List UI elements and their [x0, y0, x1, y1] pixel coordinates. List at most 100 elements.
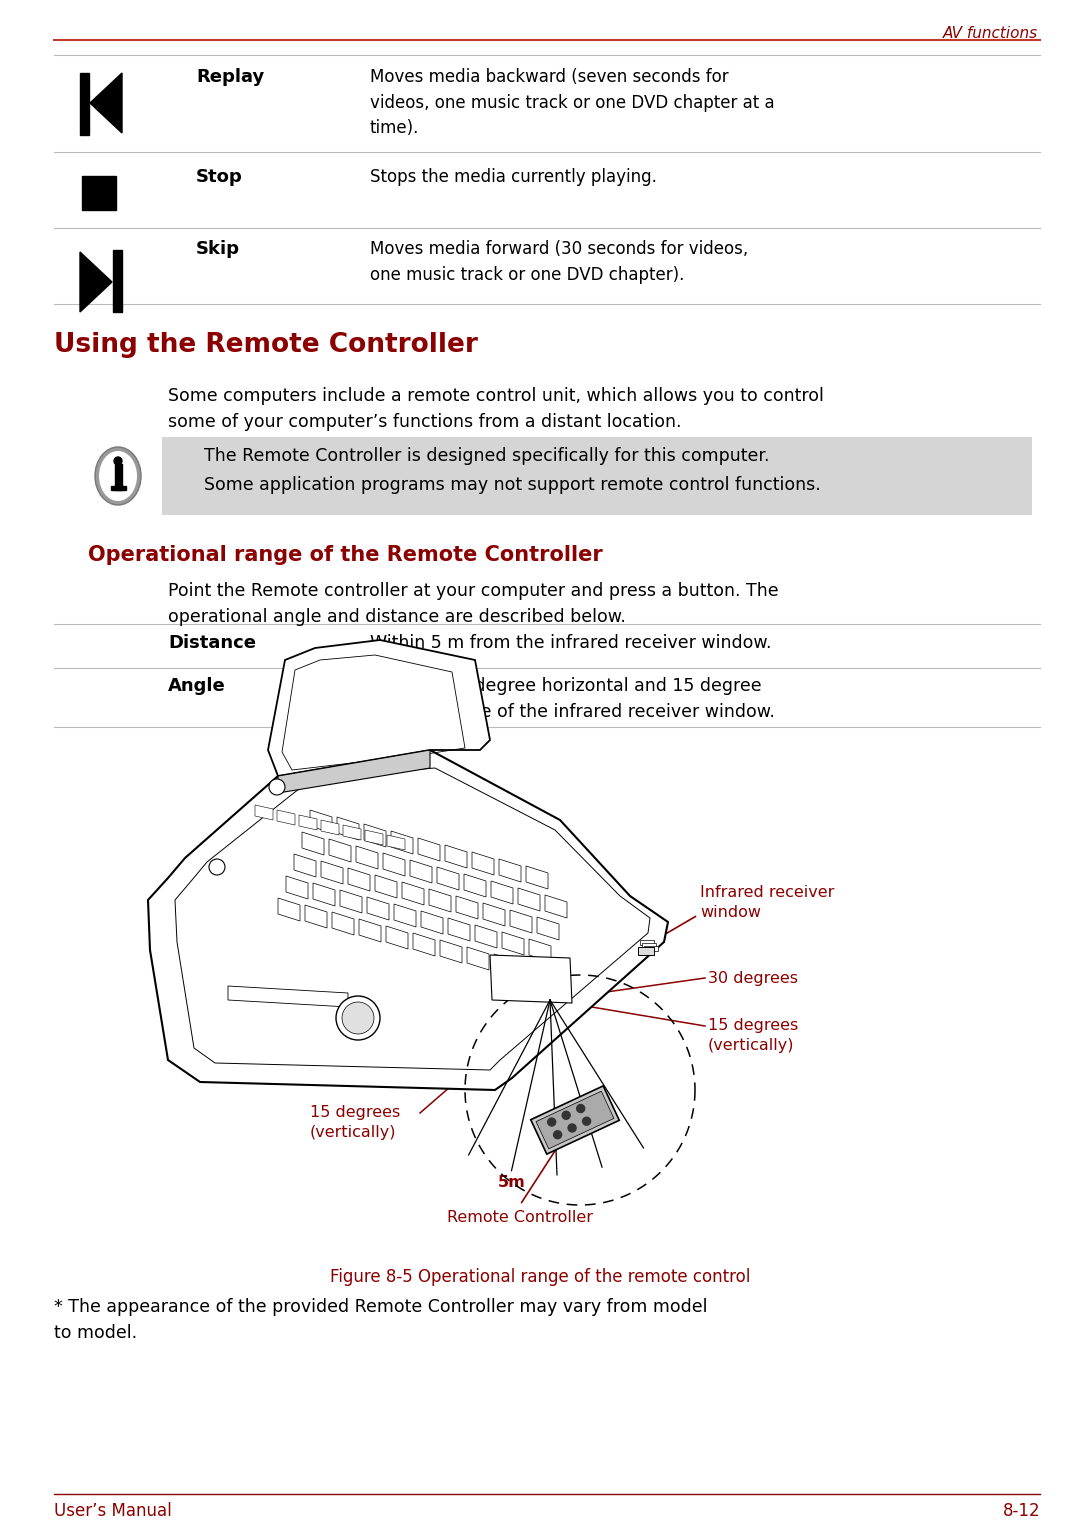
- Polygon shape: [268, 639, 490, 777]
- Polygon shape: [429, 890, 451, 913]
- Circle shape: [114, 456, 122, 465]
- Polygon shape: [530, 1087, 619, 1154]
- Polygon shape: [255, 806, 273, 819]
- Polygon shape: [80, 252, 112, 311]
- Text: 30 degrees: 30 degrees: [330, 1062, 420, 1077]
- Circle shape: [210, 859, 225, 874]
- Text: 5m: 5m: [498, 1175, 526, 1190]
- Polygon shape: [491, 881, 513, 903]
- Circle shape: [577, 1105, 584, 1112]
- Polygon shape: [529, 938, 551, 961]
- Polygon shape: [329, 839, 351, 862]
- Circle shape: [554, 1131, 562, 1138]
- Text: Angle: Angle: [168, 678, 226, 694]
- Bar: [642, 943, 656, 948]
- Text: Stop: Stop: [195, 168, 243, 186]
- Polygon shape: [475, 925, 497, 948]
- Polygon shape: [536, 1091, 613, 1149]
- Bar: [82, 175, 116, 211]
- Polygon shape: [387, 835, 405, 850]
- Bar: [111, 485, 126, 490]
- Polygon shape: [483, 903, 505, 926]
- Polygon shape: [286, 876, 308, 899]
- Text: 30 degrees: 30 degrees: [708, 971, 798, 986]
- Circle shape: [342, 1003, 374, 1035]
- Text: Within 5 m from the infrared receiver window.: Within 5 m from the infrared receiver wi…: [370, 633, 771, 652]
- Polygon shape: [348, 868, 370, 891]
- Text: 15 degrees
(vertically): 15 degrees (vertically): [708, 1018, 798, 1053]
- Polygon shape: [375, 874, 397, 897]
- Polygon shape: [299, 815, 318, 830]
- Polygon shape: [276, 810, 295, 826]
- Polygon shape: [365, 830, 383, 845]
- Circle shape: [336, 996, 380, 1041]
- Polygon shape: [332, 913, 354, 935]
- Polygon shape: [278, 897, 300, 922]
- Text: 15 degrees
(vertically): 15 degrees (vertically): [310, 1105, 401, 1140]
- Bar: [162, 436, 1032, 514]
- Ellipse shape: [99, 452, 137, 501]
- Polygon shape: [510, 909, 532, 932]
- Polygon shape: [494, 954, 516, 977]
- Polygon shape: [448, 919, 470, 942]
- Text: Distance: Distance: [168, 633, 256, 652]
- Text: Figure 8-5 Operational range of the remote control: Figure 8-5 Operational range of the remo…: [329, 1268, 751, 1286]
- Bar: [640, 940, 654, 945]
- Text: Replay: Replay: [195, 69, 265, 85]
- Polygon shape: [321, 861, 343, 884]
- Polygon shape: [445, 845, 467, 868]
- Polygon shape: [302, 832, 324, 855]
- Polygon shape: [364, 824, 386, 847]
- Bar: [644, 946, 658, 951]
- Polygon shape: [440, 940, 462, 963]
- Polygon shape: [383, 853, 405, 876]
- Polygon shape: [394, 903, 416, 926]
- Polygon shape: [537, 917, 559, 940]
- Text: Within a 30 degree horizontal and 15 degree
vertical range of the infrared recei: Within a 30 degree horizontal and 15 deg…: [370, 678, 774, 722]
- Text: User’s Manual: User’s Manual: [54, 1502, 172, 1520]
- Circle shape: [582, 1117, 591, 1125]
- Polygon shape: [456, 896, 478, 919]
- Circle shape: [548, 1119, 556, 1126]
- Text: Remote Controller: Remote Controller: [447, 1210, 593, 1225]
- Polygon shape: [464, 874, 486, 897]
- Polygon shape: [518, 888, 540, 911]
- Polygon shape: [305, 905, 327, 928]
- Polygon shape: [228, 986, 348, 1007]
- Polygon shape: [545, 896, 567, 919]
- Polygon shape: [467, 948, 489, 971]
- Circle shape: [568, 1125, 576, 1132]
- Text: The Remote Controller is designed specifically for this computer.
Some applicati: The Remote Controller is designed specif…: [204, 447, 821, 493]
- Polygon shape: [294, 855, 316, 877]
- Text: Moves media backward (seven seconds for
videos, one music track or one DVD chapt: Moves media backward (seven seconds for …: [370, 69, 774, 137]
- Text: Skip: Skip: [195, 240, 240, 258]
- Text: * The appearance of the provided Remote Controller may vary from model
to model.: * The appearance of the provided Remote …: [54, 1299, 707, 1341]
- Polygon shape: [526, 865, 548, 890]
- Polygon shape: [472, 852, 494, 874]
- Polygon shape: [340, 890, 362, 913]
- Polygon shape: [321, 819, 339, 835]
- Polygon shape: [278, 749, 430, 794]
- Polygon shape: [421, 911, 443, 934]
- Polygon shape: [437, 867, 459, 890]
- Polygon shape: [490, 955, 572, 1003]
- Bar: [114, 464, 122, 490]
- Polygon shape: [521, 961, 543, 984]
- Bar: [113, 250, 122, 311]
- Text: Stops the media currently playing.: Stops the media currently playing.: [370, 168, 657, 186]
- Polygon shape: [402, 882, 424, 905]
- Text: Point the Remote controller at your computer and press a button. The
operational: Point the Remote controller at your comp…: [168, 581, 779, 626]
- Polygon shape: [310, 810, 332, 833]
- Bar: [80, 73, 89, 134]
- Polygon shape: [359, 919, 381, 942]
- Polygon shape: [499, 859, 521, 882]
- Polygon shape: [148, 749, 669, 1090]
- Text: Moves media forward (30 seconds for videos,
one music track or one DVD chapter).: Moves media forward (30 seconds for vide…: [370, 240, 748, 284]
- Polygon shape: [313, 884, 335, 906]
- Polygon shape: [343, 826, 361, 839]
- Bar: [638, 948, 654, 955]
- Text: Infrared receiver
window: Infrared receiver window: [700, 885, 835, 920]
- Polygon shape: [418, 838, 440, 861]
- Polygon shape: [386, 926, 408, 949]
- Polygon shape: [337, 816, 359, 839]
